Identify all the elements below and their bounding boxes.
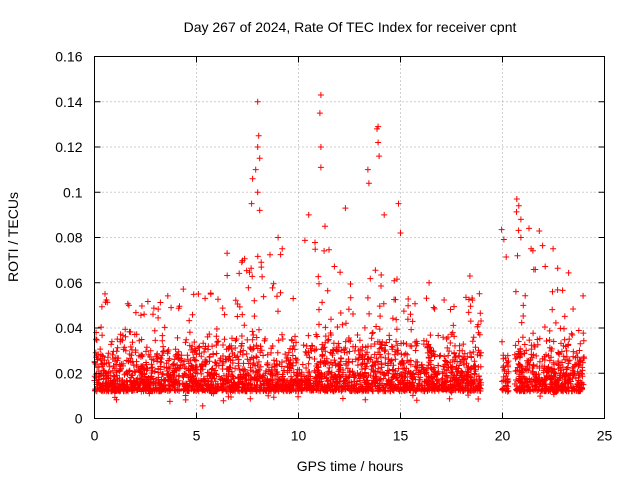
x-axis-label: GPS time / hours — [297, 458, 404, 474]
y-axis-label: ROTI / TECUs — [5, 192, 21, 282]
y-tick-labels: 0 0.02 0.04 0.06 0.08 0.1 0.12 0.14 0.16 — [55, 49, 82, 427]
x-tick-label: 5 — [193, 428, 201, 444]
chart-title: Day 267 of 2024, Rate Of TEC Index for r… — [184, 19, 517, 35]
y-tick-label: 0.02 — [55, 365, 82, 381]
x-tick-label: 0 — [91, 428, 99, 444]
plot-frame — [94, 56, 605, 419]
x-tick-label: 20 — [495, 428, 511, 444]
y-tick-label: 0 — [75, 411, 83, 427]
x-tick-label: 10 — [291, 428, 307, 444]
y-tick-label: 0.16 — [55, 49, 82, 65]
y-tick-label: 0.14 — [55, 94, 82, 110]
y-tick-label: 0.06 — [55, 275, 82, 291]
y-tick-label: 0.12 — [55, 139, 82, 155]
x-tick-label: 15 — [393, 428, 409, 444]
y-tick-label: 0.1 — [63, 184, 83, 200]
roti-series-markers — [91, 92, 588, 409]
y-tick-label: 0.04 — [55, 320, 82, 336]
x-tick-labels: 0 5 10 15 20 25 — [91, 428, 613, 444]
y-tick-label: 0.08 — [55, 230, 82, 246]
data-points — [91, 92, 588, 409]
x-tick-label: 25 — [597, 428, 613, 444]
